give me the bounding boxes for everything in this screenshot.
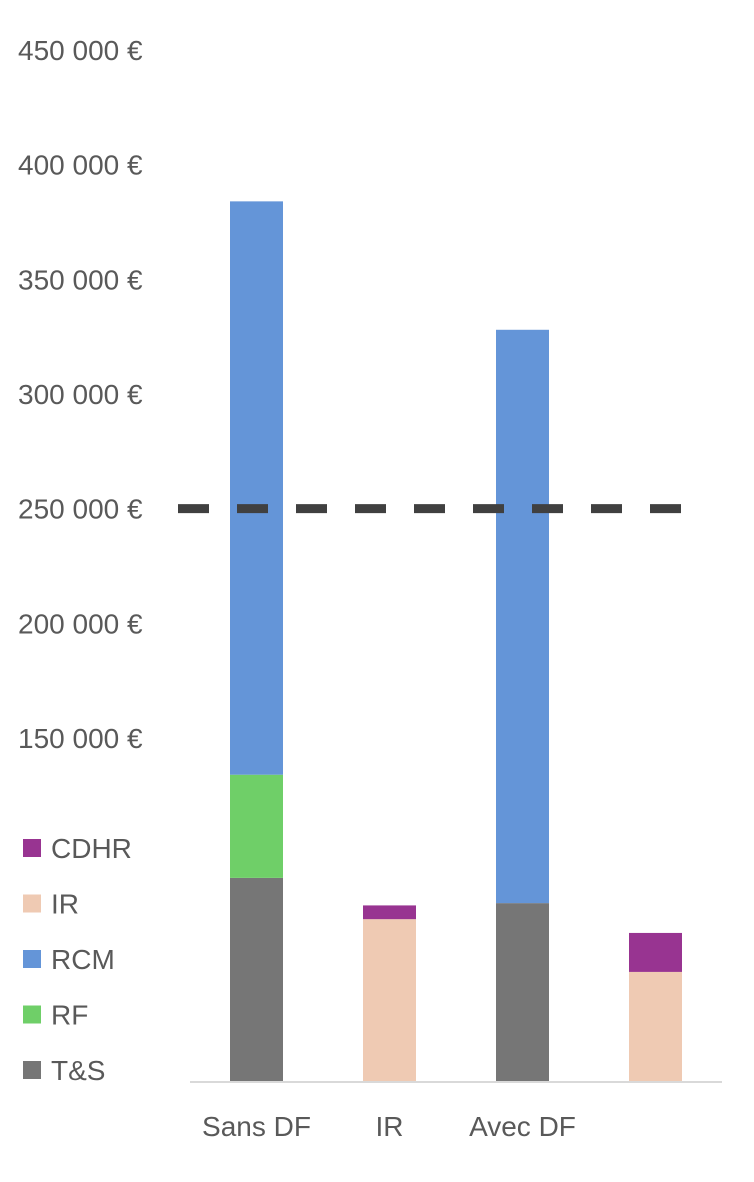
x-category-label: IR bbox=[376, 1111, 404, 1142]
y-tick-label: 300 000 € bbox=[18, 379, 143, 410]
bar-blank-ir bbox=[629, 971, 682, 1082]
y-tick-label: 200 000 € bbox=[18, 608, 143, 639]
y-tick-label: 450 000 € bbox=[18, 35, 143, 66]
y-tick-label: 350 000 € bbox=[18, 264, 143, 295]
bar-sans-df-rcm bbox=[230, 201, 283, 775]
x-axis-categories: Sans DF IR Avec DF bbox=[202, 1111, 576, 1142]
y-tick-label: 250 000 € bbox=[18, 494, 143, 525]
y-axis-ticks: 450 000 € 400 000 € 350 000 € 300 000 € 250 … bbox=[18, 35, 143, 754]
bar-avec-df-rcm bbox=[496, 329, 549, 904]
bar-avec-df-t-s bbox=[496, 903, 549, 1082]
legend-label: T&S bbox=[51, 1055, 105, 1086]
legend-swatch-ir bbox=[23, 894, 41, 913]
legend-label: RF bbox=[51, 1000, 88, 1031]
legend: CDHR IR RCM RF T&S bbox=[23, 833, 132, 1086]
legend-label: CDHR bbox=[51, 833, 132, 864]
bar-blank-cdhr bbox=[629, 932, 682, 972]
bar-sans-df-t-s bbox=[230, 877, 283, 1082]
bar-sans-df-rf bbox=[230, 774, 283, 878]
legend-swatch-rcm bbox=[23, 950, 41, 968]
x-category-label: Sans DF bbox=[202, 1111, 311, 1142]
bars bbox=[230, 201, 682, 1082]
legend-label: RCM bbox=[51, 944, 115, 975]
y-tick-label: 150 000 € bbox=[18, 723, 143, 754]
legend-swatch-cdhr bbox=[23, 839, 41, 857]
bar-ir-ir bbox=[363, 919, 416, 1082]
legend-swatch-t-s bbox=[23, 1061, 41, 1079]
legend-label: IR bbox=[51, 889, 79, 920]
legend-swatch-rf bbox=[23, 1005, 41, 1024]
bar-ir-cdhr bbox=[363, 905, 416, 920]
x-category-label: Avec DF bbox=[469, 1111, 576, 1142]
y-tick-label: 400 000 € bbox=[18, 150, 143, 181]
